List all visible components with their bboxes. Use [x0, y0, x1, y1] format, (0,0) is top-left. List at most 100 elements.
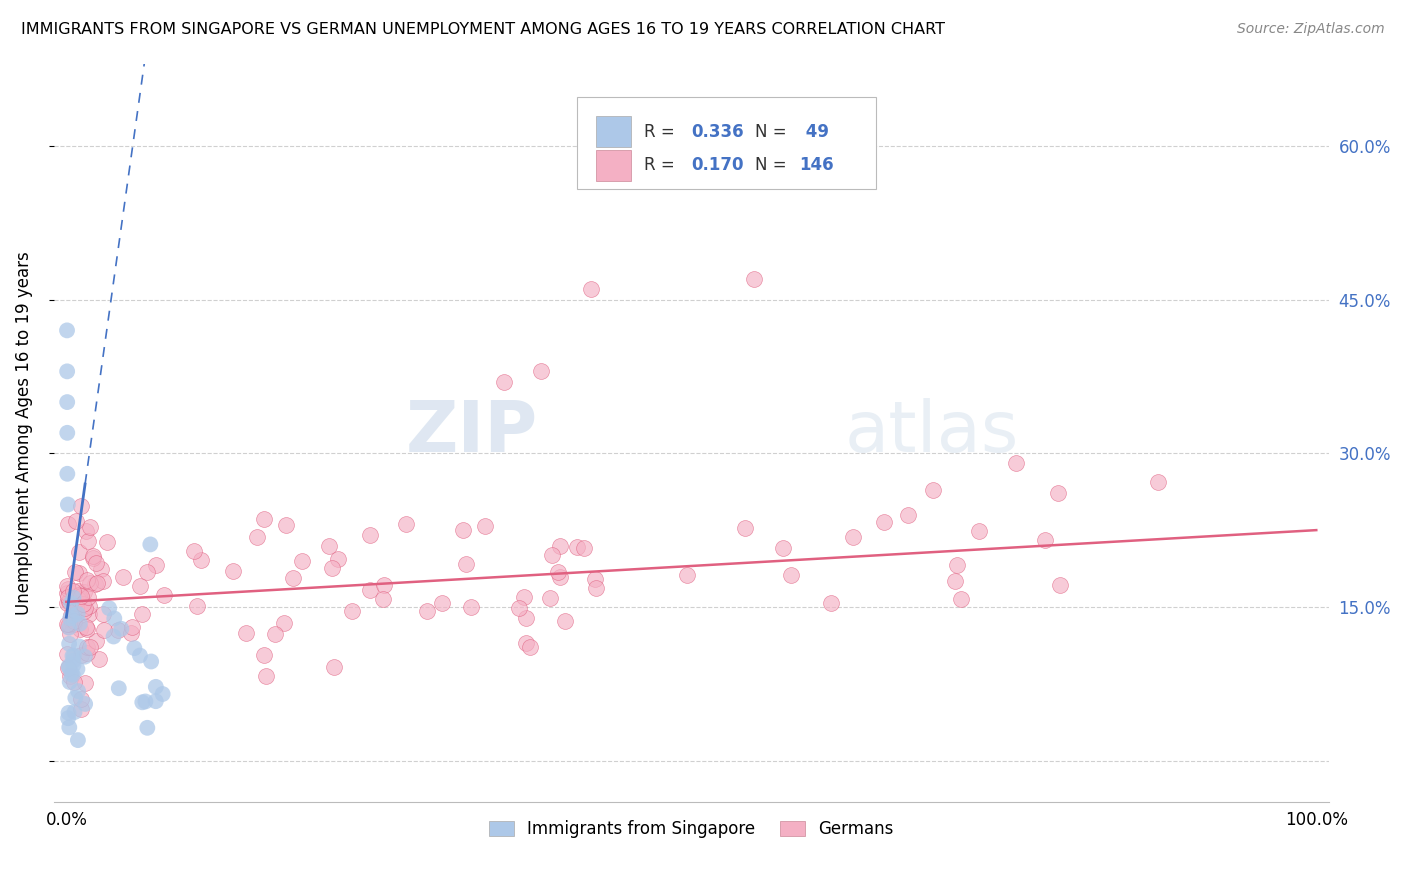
Point	[273, 615, 295, 630]
Point	[430, 596, 453, 610]
Point	[56, 616, 79, 631]
Point	[969, 524, 991, 538]
Point	[508, 601, 530, 615]
Point	[58, 706, 80, 720]
Point	[1005, 456, 1028, 470]
Point	[60, 608, 83, 623]
Legend: Immigrants from Singapore, Germans: Immigrants from Singapore, Germans	[482, 814, 901, 845]
Point	[66, 607, 89, 621]
Point	[152, 588, 174, 602]
Point	[58, 617, 80, 632]
Text: 0.170: 0.170	[692, 156, 744, 174]
Point	[103, 630, 125, 644]
Point	[110, 622, 132, 636]
Point	[129, 579, 152, 593]
Point	[62, 668, 84, 682]
Y-axis label: Unemployment Among Ages 16 to 19 years: Unemployment Among Ages 16 to 19 years	[15, 251, 32, 615]
Point	[530, 364, 553, 378]
FancyBboxPatch shape	[596, 117, 631, 147]
Point	[84, 556, 107, 570]
Point	[56, 582, 79, 597]
Point	[574, 541, 596, 556]
Point	[145, 558, 167, 573]
Point	[77, 599, 100, 613]
FancyBboxPatch shape	[596, 150, 631, 180]
Point	[945, 558, 967, 572]
Point	[841, 530, 863, 544]
Point	[66, 662, 89, 676]
Point	[742, 272, 765, 286]
Point	[89, 652, 111, 666]
Point	[950, 591, 973, 606]
Point	[69, 622, 91, 636]
Point	[66, 592, 89, 607]
Point	[581, 282, 603, 296]
Point	[395, 516, 418, 531]
Point	[56, 323, 79, 337]
Point	[73, 649, 96, 664]
Point	[121, 619, 143, 633]
Point	[63, 675, 86, 690]
Point	[554, 614, 576, 628]
Point	[56, 590, 79, 604]
Point	[921, 483, 943, 497]
Point	[548, 570, 571, 584]
Text: R =: R =	[644, 156, 681, 174]
Point	[540, 548, 562, 562]
Point	[60, 666, 83, 681]
Point	[371, 592, 394, 607]
Point	[56, 661, 79, 675]
Point	[235, 626, 257, 640]
Point	[63, 648, 86, 663]
Point	[1047, 486, 1070, 500]
Point	[246, 530, 269, 544]
Point	[76, 590, 98, 604]
Point	[67, 588, 90, 602]
Text: R =: R =	[644, 123, 681, 141]
Point	[550, 539, 572, 553]
Point	[136, 721, 159, 735]
Point	[66, 584, 89, 599]
Point	[515, 635, 537, 649]
Point	[131, 607, 153, 622]
Text: 146: 146	[800, 156, 834, 174]
Point	[82, 550, 104, 565]
Point	[56, 467, 79, 481]
Point	[107, 681, 129, 696]
Point	[897, 508, 920, 523]
Text: IMMIGRANTS FROM SINGAPORE VS GERMAN UNEMPLOYMENT AMONG AGES 16 TO 19 YEARS CORRE: IMMIGRANTS FROM SINGAPORE VS GERMAN UNEM…	[21, 22, 945, 37]
Point	[65, 514, 87, 528]
Point	[107, 623, 129, 637]
Point	[82, 549, 104, 563]
Point	[56, 425, 79, 440]
Point	[145, 694, 167, 708]
Point	[91, 607, 114, 621]
Point	[252, 648, 274, 662]
Point	[84, 633, 107, 648]
Point	[67, 544, 90, 558]
Point	[75, 620, 97, 634]
Point	[62, 608, 84, 623]
Point	[538, 591, 561, 606]
Point	[76, 646, 98, 660]
Point	[77, 607, 100, 622]
Point	[281, 571, 304, 585]
Point	[59, 626, 82, 640]
Point	[186, 599, 208, 613]
Text: 0.336: 0.336	[692, 123, 744, 141]
Point	[76, 640, 98, 655]
Point	[75, 697, 97, 711]
Point	[58, 659, 80, 673]
Point	[139, 655, 162, 669]
Point	[492, 375, 515, 389]
Point	[65, 596, 87, 610]
Point	[75, 600, 97, 615]
Point	[263, 626, 285, 640]
Point	[69, 499, 91, 513]
Point	[830, 119, 852, 133]
Point	[55, 647, 77, 661]
Point	[59, 669, 82, 683]
Text: N =: N =	[755, 156, 792, 174]
Point	[943, 574, 966, 588]
Point	[58, 621, 80, 635]
